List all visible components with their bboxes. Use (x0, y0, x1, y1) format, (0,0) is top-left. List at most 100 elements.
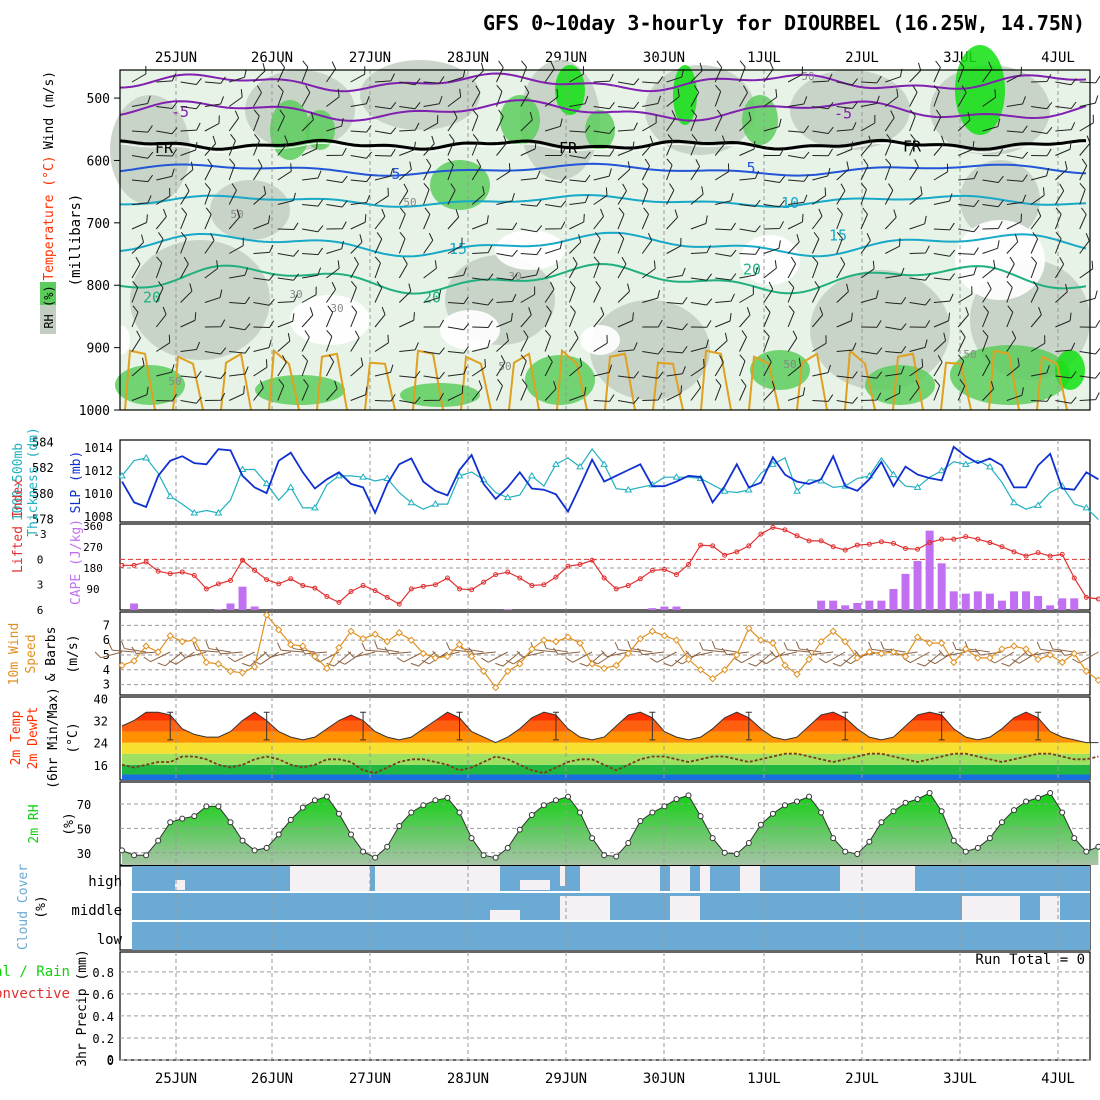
cloud-level-label: low (97, 932, 123, 948)
wind-barb (180, 102, 202, 110)
wind-barb (884, 158, 892, 181)
wind-barb (836, 396, 858, 404)
wind-barb (481, 651, 508, 663)
lifted-index-point (878, 539, 884, 545)
wind-barb (860, 347, 883, 355)
wind-barb (836, 371, 858, 379)
cape-bar (226, 603, 235, 610)
top-date-label: 28JUN (447, 50, 489, 66)
panel-frame (119, 951, 1091, 1061)
rh-point (360, 848, 367, 855)
thickness-point (527, 471, 536, 479)
wind-barb (447, 237, 463, 254)
wind-barb (496, 273, 518, 281)
wind-barb (423, 347, 445, 355)
lifted-index-point (420, 583, 426, 589)
dry-region (290, 295, 370, 345)
lifted-index-point (215, 581, 221, 587)
rh-tick-label: 50 (77, 822, 91, 836)
panel-frame (119, 523, 1091, 611)
wind-barb (156, 393, 177, 402)
wind-barb (471, 185, 485, 205)
wind-barb (593, 187, 608, 205)
wind-barb (909, 380, 920, 401)
lifted-index-point (758, 531, 764, 537)
wind-barb (957, 112, 971, 132)
wind-barb (471, 358, 486, 377)
wind-barb (1006, 330, 1017, 352)
wind-speed-point (431, 654, 440, 662)
temp-axis-label: (°C) (66, 722, 81, 753)
rh-point (251, 847, 258, 854)
thickness-point (166, 492, 175, 499)
wind-speed-point (274, 626, 283, 634)
wind-barb (982, 89, 997, 107)
rh-contour-label: 50 (403, 196, 416, 209)
wind-barb (229, 323, 251, 331)
rh-shade-region (955, 45, 1005, 135)
wind-barb (374, 640, 400, 653)
lifted-index-point (1047, 553, 1053, 559)
wind-speed-point (684, 655, 693, 664)
thickness-point (1010, 498, 1018, 506)
wind-barb (423, 95, 443, 107)
thickness-point (744, 485, 753, 493)
temp-axis-label: 2m Temp (9, 710, 24, 765)
wind-barb (131, 125, 153, 133)
lifted-index-point (155, 568, 161, 574)
wind-barb (617, 232, 625, 254)
temp-band (122, 742, 1090, 754)
wind-barb (933, 135, 945, 156)
lifted-index-point (746, 543, 752, 549)
rh-point (119, 847, 125, 854)
wind-speed-point (1094, 676, 1100, 684)
rh-point (420, 802, 427, 809)
wind-barb (763, 281, 774, 303)
wind-barb (180, 396, 202, 404)
wind-barb (568, 281, 576, 303)
wind-barb (253, 320, 275, 329)
cape-bar (648, 608, 657, 610)
rh-tick-label: 70 (77, 798, 91, 812)
wind-barb (544, 88, 559, 107)
top-date-label: 30JUN (643, 50, 685, 66)
wind-barb (468, 647, 496, 655)
wind-barb (496, 355, 506, 377)
wind-barb (1030, 256, 1038, 279)
wind-barb (1001, 651, 1027, 667)
wind-barb (787, 213, 804, 230)
wind-barb (447, 323, 470, 331)
wind-barb (544, 61, 555, 83)
thickness-tick-label: 580 (32, 487, 54, 501)
temp-band (120, 696, 1090, 710)
wind-barb (398, 161, 412, 181)
wind-barb (1055, 283, 1068, 303)
wind-barb (496, 312, 513, 328)
wind-barb (1006, 305, 1014, 328)
wind-barb (423, 115, 439, 132)
rh-point (697, 813, 704, 820)
wind-speed-point (817, 637, 825, 646)
wind-speed-point (648, 627, 657, 635)
slp-tick-label: 1008 (84, 510, 113, 524)
wind-barb (277, 379, 285, 401)
wind-speed-point (901, 652, 910, 661)
lifted-index-point (131, 562, 137, 568)
wind-barb (399, 141, 416, 156)
wind-barb (447, 385, 464, 401)
wind-barb (180, 256, 189, 279)
wind-barb (204, 371, 227, 379)
wind-barb (204, 207, 212, 230)
wind-barb (350, 357, 364, 377)
wind-barb (204, 76, 226, 84)
temp-band (122, 764, 1090, 775)
cape-bar (997, 600, 1006, 610)
wind-barb (410, 651, 436, 667)
wind-barb (156, 168, 175, 181)
wind-speed-point (733, 651, 741, 659)
wind-barb (811, 232, 820, 254)
wind-barb (325, 305, 334, 328)
wind-barb (593, 306, 605, 328)
wind-barb (711, 640, 737, 653)
wind-barb (496, 163, 511, 181)
